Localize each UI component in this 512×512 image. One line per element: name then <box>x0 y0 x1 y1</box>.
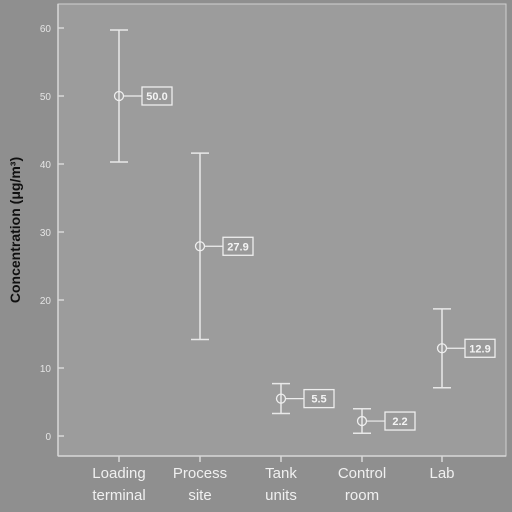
data-label-box <box>303 388 335 409</box>
y-tick-label: 0 <box>45 432 51 443</box>
data-label-box <box>464 338 496 358</box>
x-category-label: Lab <box>429 465 454 482</box>
x-category-label: units <box>265 487 297 504</box>
x-category-label: terminal <box>92 487 145 504</box>
data-label: 5.5 <box>311 394 326 406</box>
data-label-box <box>222 236 254 256</box>
y-tick-label: 10 <box>40 364 52 375</box>
x-category-label: Process <box>173 465 227 482</box>
data-label-box <box>384 411 416 431</box>
y-tick-label: 40 <box>40 160 52 171</box>
y-tick-label: 60 <box>40 24 52 35</box>
data-label: 50.0 <box>146 91 167 103</box>
x-category-label: Control <box>338 465 386 482</box>
x-category-label: Loading <box>92 465 145 482</box>
x-category-label: site <box>188 487 211 504</box>
y-tick-label: 20 <box>40 296 52 307</box>
y-axis-label: Concentration (μg/m³) <box>7 157 23 303</box>
data-label: 2.2 <box>392 416 407 428</box>
plot-area <box>57 3 507 457</box>
y-tick-label: 50 <box>40 92 52 103</box>
y-tick-label: 30 <box>40 228 52 239</box>
x-category-label: room <box>345 487 379 504</box>
data-label: 27.9 <box>227 241 248 253</box>
data-label-box <box>141 86 173 106</box>
x-category-label: Tank <box>265 465 297 482</box>
data-label: 12.9 <box>469 343 490 355</box>
